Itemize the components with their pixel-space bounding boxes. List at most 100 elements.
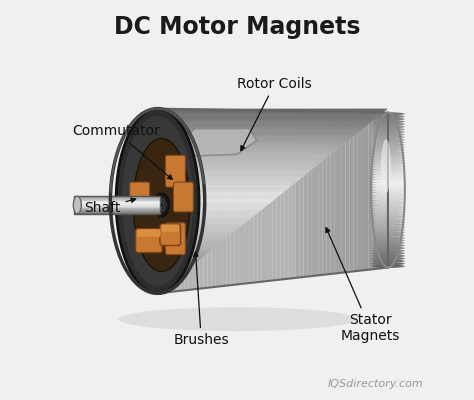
Ellipse shape bbox=[371, 174, 405, 178]
Ellipse shape bbox=[371, 179, 405, 183]
Polygon shape bbox=[157, 217, 253, 220]
Polygon shape bbox=[173, 109, 177, 292]
Polygon shape bbox=[281, 111, 284, 280]
Bar bbox=[74, 207, 160, 208]
Ellipse shape bbox=[371, 259, 405, 263]
Polygon shape bbox=[246, 110, 250, 284]
Ellipse shape bbox=[371, 122, 405, 126]
Ellipse shape bbox=[371, 195, 405, 198]
Polygon shape bbox=[238, 110, 242, 284]
Polygon shape bbox=[157, 270, 186, 272]
Bar bbox=[74, 212, 160, 213]
Text: Shaft: Shaft bbox=[84, 198, 136, 215]
Polygon shape bbox=[157, 139, 350, 141]
Polygon shape bbox=[157, 256, 204, 259]
Polygon shape bbox=[157, 229, 238, 231]
Bar bbox=[74, 196, 160, 214]
Polygon shape bbox=[157, 212, 258, 215]
Polygon shape bbox=[157, 226, 241, 229]
Polygon shape bbox=[157, 250, 212, 252]
Polygon shape bbox=[157, 134, 356, 136]
Polygon shape bbox=[157, 266, 192, 268]
Polygon shape bbox=[184, 109, 188, 290]
Polygon shape bbox=[200, 109, 204, 289]
Polygon shape bbox=[284, 111, 288, 279]
Ellipse shape bbox=[158, 198, 162, 203]
Polygon shape bbox=[273, 111, 277, 280]
Ellipse shape bbox=[371, 161, 405, 165]
Polygon shape bbox=[188, 109, 192, 290]
Ellipse shape bbox=[371, 228, 405, 232]
Polygon shape bbox=[215, 110, 219, 287]
Polygon shape bbox=[196, 109, 200, 289]
Polygon shape bbox=[257, 110, 261, 282]
Polygon shape bbox=[157, 111, 385, 113]
Polygon shape bbox=[157, 157, 328, 160]
Polygon shape bbox=[342, 112, 346, 273]
Polygon shape bbox=[157, 150, 336, 152]
Polygon shape bbox=[157, 178, 301, 180]
Ellipse shape bbox=[371, 177, 405, 180]
Polygon shape bbox=[175, 128, 257, 156]
Text: Brushes: Brushes bbox=[173, 252, 229, 347]
Polygon shape bbox=[177, 109, 181, 291]
Ellipse shape bbox=[371, 130, 405, 134]
Bar bbox=[74, 213, 160, 214]
Polygon shape bbox=[211, 110, 215, 287]
Polygon shape bbox=[307, 111, 311, 276]
Bar bbox=[74, 198, 160, 199]
Polygon shape bbox=[157, 242, 221, 245]
Ellipse shape bbox=[371, 184, 405, 188]
Ellipse shape bbox=[381, 139, 391, 193]
Polygon shape bbox=[157, 284, 169, 286]
Polygon shape bbox=[227, 110, 230, 286]
Bar bbox=[74, 199, 160, 200]
Polygon shape bbox=[192, 109, 196, 290]
Ellipse shape bbox=[371, 213, 405, 216]
Ellipse shape bbox=[371, 166, 405, 170]
Polygon shape bbox=[157, 275, 181, 277]
Ellipse shape bbox=[371, 216, 405, 219]
Polygon shape bbox=[157, 166, 316, 169]
Ellipse shape bbox=[371, 146, 405, 149]
Polygon shape bbox=[157, 252, 210, 254]
Ellipse shape bbox=[371, 128, 405, 131]
Polygon shape bbox=[300, 111, 303, 278]
Polygon shape bbox=[361, 112, 365, 270]
Ellipse shape bbox=[371, 120, 405, 123]
Ellipse shape bbox=[371, 234, 405, 237]
Polygon shape bbox=[157, 224, 244, 226]
Ellipse shape bbox=[371, 264, 405, 268]
Ellipse shape bbox=[371, 125, 405, 128]
Polygon shape bbox=[334, 112, 338, 274]
Ellipse shape bbox=[371, 226, 405, 229]
Ellipse shape bbox=[73, 196, 81, 214]
Polygon shape bbox=[157, 231, 235, 233]
Ellipse shape bbox=[371, 241, 405, 245]
Polygon shape bbox=[376, 112, 380, 269]
Ellipse shape bbox=[371, 192, 405, 196]
Polygon shape bbox=[169, 109, 173, 292]
Polygon shape bbox=[354, 112, 357, 272]
Polygon shape bbox=[157, 222, 247, 224]
Ellipse shape bbox=[371, 154, 405, 157]
Ellipse shape bbox=[371, 190, 405, 193]
Ellipse shape bbox=[371, 208, 405, 211]
Polygon shape bbox=[157, 254, 207, 256]
Polygon shape bbox=[157, 201, 273, 203]
Ellipse shape bbox=[371, 202, 405, 206]
Text: IQSdirectory.com: IQSdirectory.com bbox=[328, 379, 424, 389]
Polygon shape bbox=[349, 112, 354, 272]
Polygon shape bbox=[292, 111, 296, 278]
Polygon shape bbox=[261, 110, 265, 282]
Ellipse shape bbox=[122, 116, 193, 286]
Polygon shape bbox=[234, 110, 238, 285]
Polygon shape bbox=[157, 136, 354, 139]
Polygon shape bbox=[157, 215, 255, 217]
Ellipse shape bbox=[371, 143, 405, 146]
Polygon shape bbox=[157, 259, 201, 261]
Polygon shape bbox=[250, 110, 254, 283]
Polygon shape bbox=[157, 268, 189, 270]
Polygon shape bbox=[303, 111, 307, 277]
FancyBboxPatch shape bbox=[162, 224, 179, 232]
